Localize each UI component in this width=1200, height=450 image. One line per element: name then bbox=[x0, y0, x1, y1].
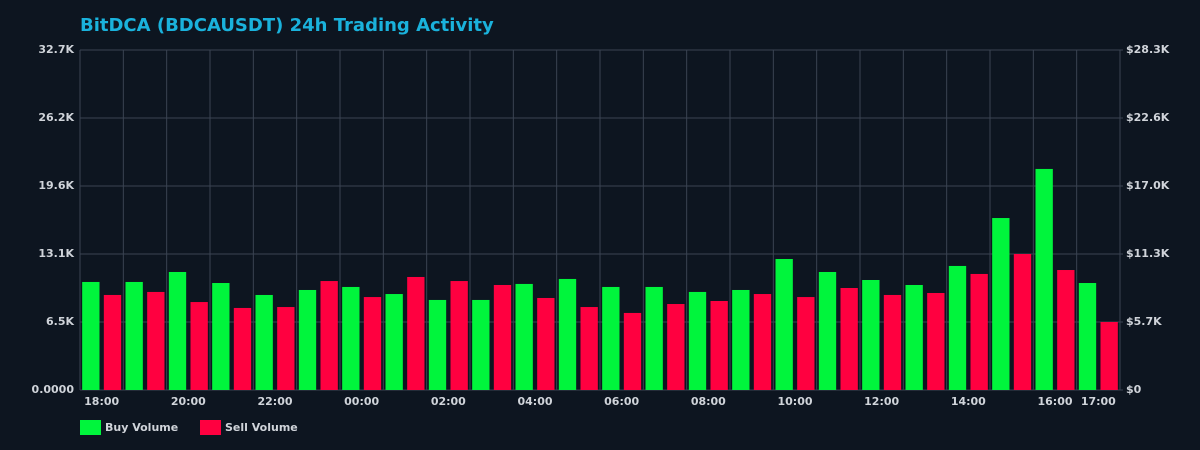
x-tick-label: 06:00 bbox=[604, 395, 639, 408]
x-tick-label: 12:00 bbox=[864, 395, 899, 408]
bar bbox=[212, 283, 230, 390]
bar bbox=[775, 258, 793, 390]
bar bbox=[688, 291, 707, 390]
y2-tick-label: $28.3K bbox=[1126, 43, 1170, 56]
bar bbox=[1013, 254, 1032, 390]
y2-tick-label: $0 bbox=[1126, 383, 1142, 396]
bar bbox=[103, 294, 122, 390]
bar bbox=[905, 284, 923, 390]
x-tick-label: 04:00 bbox=[517, 395, 552, 408]
bar bbox=[1035, 168, 1053, 390]
bar bbox=[710, 300, 728, 390]
bar bbox=[233, 307, 252, 390]
bar bbox=[970, 273, 988, 390]
bar bbox=[1078, 283, 1097, 390]
y2-tick-label: $17.0K bbox=[1126, 179, 1170, 192]
bar bbox=[818, 271, 837, 390]
y-tick-label: 0.0000 bbox=[32, 383, 75, 396]
x-tick-label: 10:00 bbox=[777, 395, 812, 408]
y-tick-label: 6.5K bbox=[46, 315, 74, 328]
bar bbox=[602, 286, 620, 390]
bar bbox=[992, 218, 1010, 390]
bar bbox=[667, 304, 685, 390]
bar bbox=[147, 291, 165, 390]
bar bbox=[190, 302, 208, 390]
y-tick-label: 32.7K bbox=[38, 43, 74, 56]
bar bbox=[1057, 270, 1075, 390]
bar bbox=[558, 278, 577, 390]
legend-swatch bbox=[80, 420, 101, 435]
x-tick-label: 14:00 bbox=[951, 395, 986, 408]
bar bbox=[493, 284, 512, 390]
bar bbox=[298, 289, 317, 390]
y2-tick-label: $5.7K bbox=[1126, 315, 1162, 328]
bar bbox=[363, 297, 382, 390]
bar bbox=[472, 299, 490, 390]
x-tick-label: 22:00 bbox=[257, 395, 292, 408]
bar bbox=[537, 297, 555, 390]
x-tick-label: 08:00 bbox=[691, 395, 726, 408]
x-tick-label: 18:00 bbox=[84, 395, 119, 408]
bar bbox=[840, 288, 858, 390]
legend-swatch bbox=[200, 420, 221, 435]
bar bbox=[623, 312, 642, 390]
bar bbox=[753, 294, 772, 390]
bar bbox=[580, 307, 598, 390]
bar bbox=[732, 289, 750, 390]
chart-title: BitDCA (BDCAUSDT) 24h Trading Activity bbox=[80, 15, 494, 36]
y-tick-label: 26.2K bbox=[38, 111, 74, 124]
y-tick-label: 13.1K bbox=[38, 247, 74, 260]
x-tick-label: 16:00 bbox=[1037, 395, 1072, 408]
x-tick-label: 17:00 bbox=[1081, 395, 1116, 408]
bar bbox=[948, 265, 967, 390]
bar bbox=[82, 281, 100, 390]
bar bbox=[277, 307, 295, 390]
bar bbox=[255, 294, 273, 390]
bar bbox=[428, 299, 447, 390]
legend-label: Buy Volume bbox=[105, 421, 178, 434]
x-tick-label: 20:00 bbox=[171, 395, 206, 408]
bar bbox=[797, 297, 815, 390]
legend-label: Sell Volume bbox=[225, 421, 298, 434]
bar bbox=[927, 292, 945, 390]
bar bbox=[407, 276, 425, 390]
bar bbox=[1100, 322, 1118, 390]
bar bbox=[168, 271, 187, 390]
bar bbox=[450, 281, 468, 390]
y2-tick-label: $22.6K bbox=[1126, 111, 1170, 124]
y-tick-label: 19.6K bbox=[38, 179, 74, 192]
bar bbox=[645, 286, 663, 390]
x-tick-label: 02:00 bbox=[431, 395, 466, 408]
bar bbox=[883, 294, 902, 390]
x-tick-label: 00:00 bbox=[344, 395, 379, 408]
bar bbox=[320, 281, 338, 390]
bar bbox=[125, 281, 143, 390]
bar bbox=[342, 286, 360, 390]
bar bbox=[385, 294, 403, 390]
y2-tick-label: $11.3K bbox=[1126, 247, 1170, 260]
bar bbox=[515, 283, 533, 390]
bar bbox=[862, 279, 880, 390]
